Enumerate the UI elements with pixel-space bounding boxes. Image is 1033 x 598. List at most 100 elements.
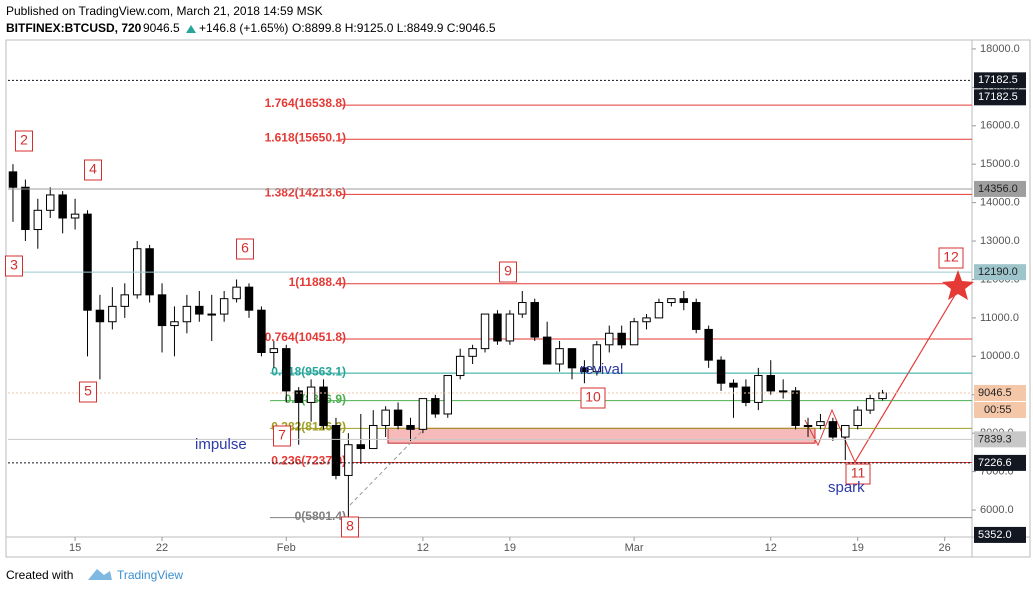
wave-label-box	[341, 516, 359, 538]
price-tag	[974, 264, 1026, 281]
wave-label-box	[84, 159, 102, 181]
wave-label: 11	[851, 465, 866, 481]
x-tick-label: Feb	[277, 542, 296, 554]
wave-label: 10	[585, 389, 601, 405]
candle-body	[754, 375, 763, 403]
candle-body	[58, 194, 67, 219]
x-tick-label: Mar	[625, 542, 644, 554]
candle-body	[691, 302, 701, 330]
candle-body	[828, 421, 838, 438]
candle-body	[8, 171, 18, 188]
fib-label: 1(11888.4)	[289, 275, 346, 289]
candle-body	[592, 344, 602, 373]
wave-label-box	[938, 247, 964, 269]
candle-body	[778, 390, 788, 393]
wave-label: 2	[20, 132, 28, 148]
price-tag-label: 7226.6	[978, 457, 1012, 469]
up-arrow	[186, 25, 196, 33]
symbol: BITFINEX:BTCUSD, 720	[6, 21, 142, 35]
x-tick-label: 19	[504, 542, 516, 554]
last-price: 9046.5	[143, 21, 180, 35]
candle-body	[294, 390, 303, 403]
candle-body	[170, 321, 179, 327]
candle-body	[182, 305, 192, 323]
price-tag-label: 14356.0	[978, 183, 1018, 195]
price-tag	[974, 384, 1026, 401]
candle-body	[530, 302, 539, 338]
ohlc: O:8899.8 H:9125.0 L:8849.9 C:9046.5	[292, 21, 496, 35]
price-tag-label: 17182.5	[978, 91, 1018, 103]
countdown: 00:55	[984, 404, 1012, 416]
fib-label: 1.764(16538.8)	[265, 96, 346, 110]
candle-body	[443, 375, 452, 415]
change: +146.8 (+1.65%)	[199, 21, 288, 35]
candle-body	[282, 348, 291, 392]
wave-label: 6	[241, 240, 249, 256]
target-arrow	[854, 289, 959, 463]
candle-body	[120, 294, 130, 307]
candle-body	[418, 398, 428, 430]
candle-body	[580, 367, 589, 373]
candle-body	[219, 298, 229, 315]
title: Published on TradingView.com, March 21, …	[6, 4, 323, 18]
candle-body	[555, 348, 564, 365]
candle-body	[704, 328, 713, 361]
candle-body	[741, 386, 751, 403]
price-tag-label: 12190.0	[978, 266, 1018, 278]
wave-label-box	[580, 387, 606, 409]
candle-body	[356, 444, 366, 450]
fib-label: 1.618(15650.1)	[265, 130, 346, 144]
candle-body	[542, 336, 552, 365]
dashed-path	[349, 427, 426, 506]
candle-body	[381, 409, 390, 426]
pattern	[804, 408, 856, 463]
candle-body	[393, 409, 403, 426]
fib-label: 0.236(7237.9)	[271, 454, 346, 468]
price-tag-label: 17182.5	[978, 74, 1018, 86]
fib-label: 0(5801.4)	[295, 509, 346, 523]
logo	[88, 569, 112, 580]
price-tag	[974, 89, 1026, 106]
wave-label: 4	[89, 161, 97, 177]
candle-body	[244, 286, 254, 311]
y-tick-label: 11000.0	[980, 312, 1019, 324]
y-tick-label: 13000.0	[980, 235, 1020, 247]
candle-body	[667, 298, 676, 304]
candle-body	[617, 332, 626, 346]
candle-body	[83, 213, 92, 311]
wave-label: 12	[943, 249, 959, 265]
fib-label: 0.764(10451.8)	[265, 330, 346, 344]
y-tick-label: 15000.0	[980, 158, 1020, 170]
candle-body	[803, 424, 813, 427]
candle-body	[654, 302, 664, 319]
candle-body	[331, 424, 341, 476]
x-tick-label: 15	[69, 542, 81, 554]
candle-body	[865, 398, 875, 411]
candle-body	[95, 309, 105, 323]
fib-label: 1.382(14213.6)	[265, 186, 346, 200]
x-tick-label: 26	[939, 542, 951, 554]
candle-body	[505, 313, 515, 342]
candle-body	[791, 390, 800, 426]
y-tick-label: 10000.0	[980, 350, 1020, 362]
price-tag	[974, 180, 1026, 197]
candle-body	[468, 348, 477, 357]
candle-body	[21, 186, 30, 231]
candle-body	[46, 194, 55, 211]
candle-body	[269, 348, 279, 353]
candle-body	[70, 213, 80, 219]
price-tag	[974, 526, 1026, 543]
frame	[5, 39, 1031, 558]
candle-body	[493, 313, 502, 342]
candle-body	[716, 359, 726, 384]
candle-body	[157, 294, 167, 327]
candle-body	[306, 386, 316, 403]
candle-body	[33, 209, 43, 231]
y-tick-label: 14000.0	[980, 197, 1020, 209]
wave-label-box	[845, 463, 871, 485]
y-tick-label: 6000.0	[980, 504, 1014, 516]
candle-body	[344, 444, 353, 476]
candle-body	[319, 386, 328, 426]
candle-body	[369, 424, 378, 450]
